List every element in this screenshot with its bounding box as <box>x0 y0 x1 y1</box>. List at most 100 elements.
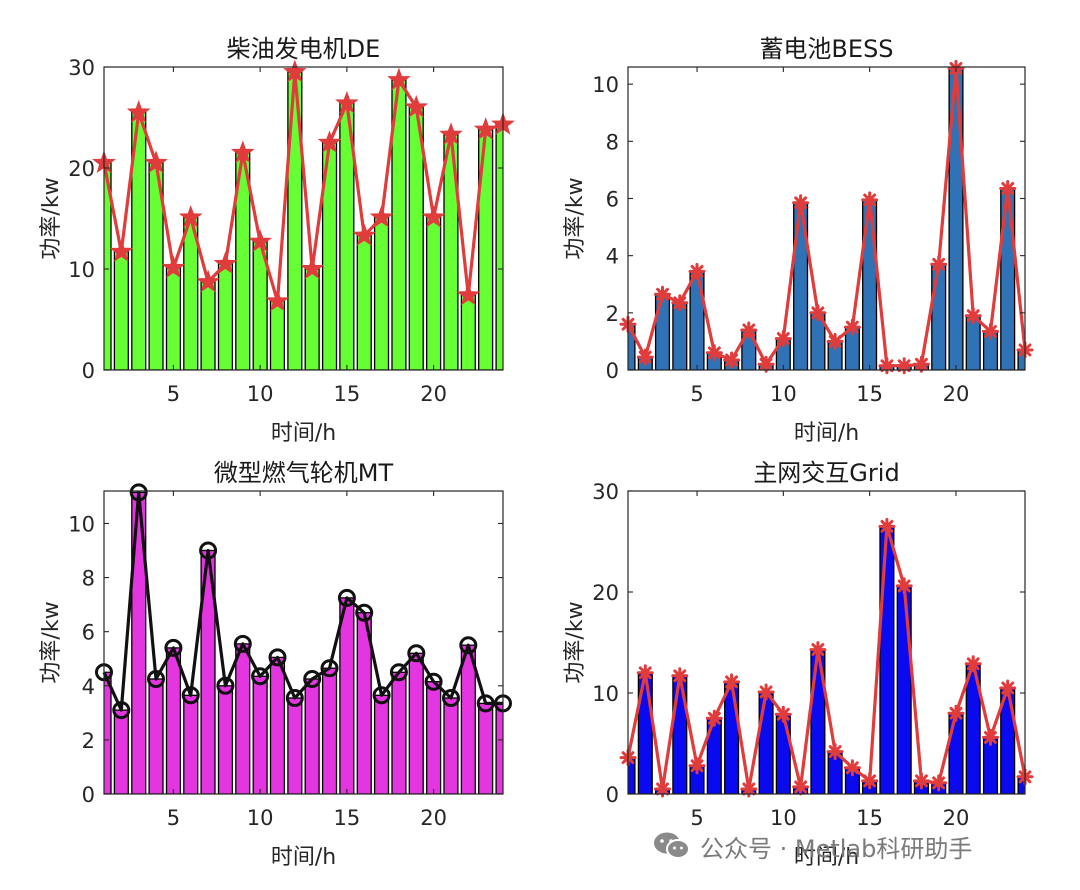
bar <box>304 678 320 794</box>
asterisk-marker <box>809 304 827 322</box>
asterisk-marker <box>964 655 982 673</box>
star-marker <box>317 130 342 153</box>
line-series <box>102 70 504 303</box>
bar <box>287 697 303 794</box>
asterisk-marker <box>636 348 654 366</box>
star-marker <box>230 140 255 163</box>
asterisk-marker <box>930 255 948 273</box>
x-tick-label: 5 <box>690 382 703 406</box>
y-tick-label: 0 <box>606 359 619 383</box>
asterisk-marker <box>861 772 879 790</box>
bar <box>672 302 688 370</box>
x-tick-label: 5 <box>167 382 180 406</box>
asterisk-marker <box>671 294 689 312</box>
x-axis-label: 时间/h <box>271 845 336 870</box>
star-marker <box>404 94 429 118</box>
bar <box>931 263 947 370</box>
asterisk-marker <box>705 344 723 362</box>
asterisk-marker <box>654 780 671 798</box>
circle-marker <box>199 541 218 560</box>
bar <box>654 293 671 370</box>
asterisk-marker <box>723 351 741 369</box>
star-marker <box>369 205 394 228</box>
star-marker <box>283 59 307 83</box>
chart-title: 柴油发电机DE <box>227 35 381 63</box>
circle-marker <box>389 663 408 682</box>
bar <box>443 697 459 794</box>
chart-title: 主网交互Grid <box>753 459 899 487</box>
star-marker <box>196 269 220 293</box>
bar <box>879 525 895 794</box>
x-tick-label: 5 <box>690 806 703 830</box>
chart-panel-3: 5 10 15 20 0 2 4 6 8 10 微型燃气轮机MT 时间/h 功率/kw <box>39 459 512 870</box>
bar <box>373 216 390 370</box>
star-marker <box>213 251 238 275</box>
star-marker <box>421 205 446 228</box>
asterisk-marker <box>792 778 810 796</box>
y-tick-label: 0 <box>82 359 95 383</box>
chart-panel-2: 5 10 15 20 0 2 4 6 8 10 蓄电池BESS 时间/h 功率/kw <box>563 35 1034 446</box>
y-tick-label: 10 <box>68 512 95 536</box>
bar <box>408 652 424 794</box>
line-series <box>626 66 1027 368</box>
x-axis-label: 时间/h <box>794 845 859 870</box>
asterisk-marker <box>895 577 913 595</box>
y-tick-label: 30 <box>592 480 619 504</box>
bar <box>165 267 182 370</box>
asterisk-marker <box>930 774 948 792</box>
asterisk-marker <box>688 262 706 280</box>
asterisk-marker <box>843 318 861 336</box>
y-axis-label: 功率/kw <box>563 601 588 683</box>
x-tick-label: 20 <box>420 806 447 830</box>
asterisk-marker <box>912 772 930 790</box>
circle-marker <box>233 634 252 653</box>
x-tick-label: 10 <box>770 382 797 406</box>
bar <box>426 681 442 794</box>
star-marker <box>387 67 411 91</box>
star-marker <box>473 117 498 140</box>
marker-series <box>92 59 515 312</box>
asterisk-marker <box>947 704 965 722</box>
y-tick-label: 20 <box>592 581 619 605</box>
x-tick-label: 15 <box>856 382 883 406</box>
x-tick-label: 20 <box>943 806 970 830</box>
asterisk-marker <box>757 683 775 701</box>
marker-series <box>95 483 512 720</box>
bar <box>113 709 129 794</box>
line-series <box>626 524 1027 791</box>
asterisk-marker <box>826 332 844 350</box>
y-tick-label: 6 <box>82 621 95 645</box>
x-tick-label: 15 <box>334 382 361 406</box>
bar <box>148 678 164 794</box>
watermark: 公众号 · Metlab科研助手 <box>652 826 972 866</box>
star-marker <box>335 90 359 114</box>
bar <box>269 300 286 370</box>
x-tick-label: 10 <box>247 382 274 406</box>
y-tick-label: 10 <box>592 682 619 706</box>
bar <box>391 671 407 794</box>
plot-area <box>628 491 1025 794</box>
marker-series <box>619 59 1034 375</box>
x-tick-label: 20 <box>943 382 970 406</box>
x-tick-label: 10 <box>770 806 797 830</box>
circle-marker <box>372 686 391 705</box>
chart-panel-4: 5 10 15 20 0 10 20 30 主网交互Grid 时间/h 功率/kw <box>563 459 1034 870</box>
bar <box>269 656 286 794</box>
bar <box>339 597 355 794</box>
y-tick-label: 2 <box>82 729 95 753</box>
bar <box>724 681 740 794</box>
y-tick-label: 8 <box>82 567 95 591</box>
bar <box>478 702 494 794</box>
bar <box>628 323 636 370</box>
y-tick-label: 30 <box>68 56 95 80</box>
bar <box>460 644 476 794</box>
star-marker <box>144 150 168 174</box>
asterisk-marker <box>999 679 1017 697</box>
asterisk-marker <box>982 322 999 340</box>
bar <box>217 263 234 370</box>
y-axis-label: 功率/kw <box>563 177 588 259</box>
asterisk-marker <box>878 357 896 375</box>
bar <box>217 685 234 794</box>
star-marker <box>352 223 377 246</box>
